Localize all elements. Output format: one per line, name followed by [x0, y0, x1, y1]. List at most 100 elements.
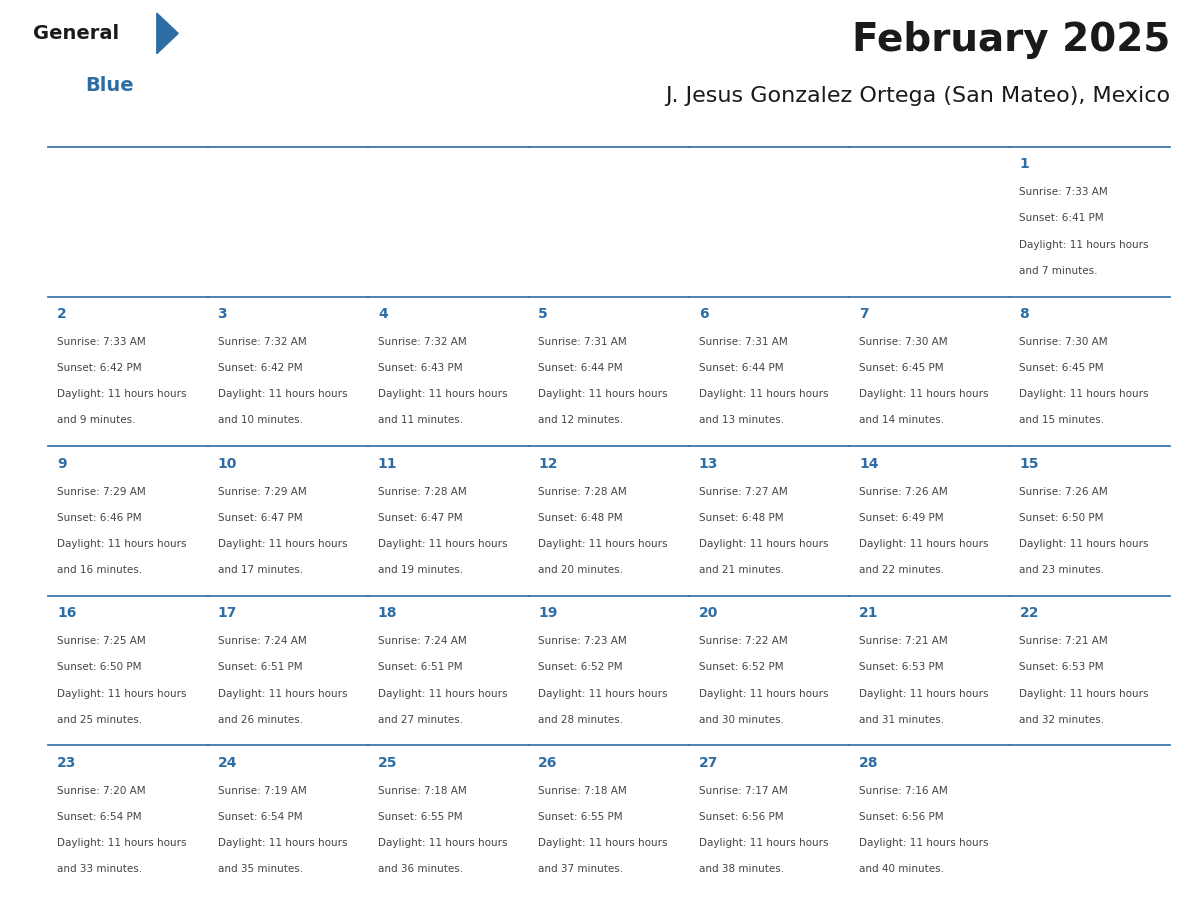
Text: and 26 minutes.: and 26 minutes. [217, 715, 303, 724]
Text: Daylight: 11 hours hours: Daylight: 11 hours hours [57, 389, 187, 399]
Text: Tuesday: Tuesday [379, 113, 449, 128]
Text: Daylight: 11 hours hours: Daylight: 11 hours hours [859, 838, 988, 848]
Text: Friday: Friday [860, 113, 914, 128]
Text: Wednesday: Wednesday [539, 113, 638, 128]
Text: 12: 12 [538, 456, 558, 471]
Text: Sunset: 6:48 PM: Sunset: 6:48 PM [538, 513, 623, 522]
Text: Daylight: 11 hours hours: Daylight: 11 hours hours [57, 838, 187, 848]
Text: 6: 6 [699, 307, 708, 321]
Text: Sunrise: 7:24 AM: Sunrise: 7:24 AM [217, 636, 307, 646]
Text: Sunset: 6:45 PM: Sunset: 6:45 PM [1019, 364, 1104, 373]
Text: Sunset: 6:52 PM: Sunset: 6:52 PM [699, 663, 783, 672]
Text: Sunrise: 7:20 AM: Sunrise: 7:20 AM [57, 786, 146, 796]
Text: Sunset: 6:54 PM: Sunset: 6:54 PM [57, 812, 141, 822]
Text: 17: 17 [217, 606, 236, 621]
Text: and 27 minutes.: and 27 minutes. [378, 715, 463, 724]
Text: Sunrise: 7:29 AM: Sunrise: 7:29 AM [57, 487, 146, 497]
Text: Sunset: 6:56 PM: Sunset: 6:56 PM [859, 812, 943, 822]
Text: and 36 minutes.: and 36 minutes. [378, 865, 463, 874]
Text: and 25 minutes.: and 25 minutes. [57, 715, 143, 724]
Text: Sunrise: 7:30 AM: Sunrise: 7:30 AM [859, 337, 948, 347]
Text: Daylight: 11 hours hours: Daylight: 11 hours hours [378, 688, 507, 699]
Text: Daylight: 11 hours hours: Daylight: 11 hours hours [217, 389, 347, 399]
Text: Sunrise: 7:26 AM: Sunrise: 7:26 AM [859, 487, 948, 497]
Text: 21: 21 [859, 606, 879, 621]
Text: Sunset: 6:48 PM: Sunset: 6:48 PM [699, 513, 783, 522]
Text: Sunset: 6:50 PM: Sunset: 6:50 PM [1019, 513, 1104, 522]
Text: Sunset: 6:44 PM: Sunset: 6:44 PM [699, 364, 783, 373]
Text: Daylight: 11 hours hours: Daylight: 11 hours hours [699, 688, 828, 699]
Text: Sunset: 6:52 PM: Sunset: 6:52 PM [538, 663, 623, 672]
Text: Sunrise: 7:28 AM: Sunrise: 7:28 AM [378, 487, 467, 497]
Text: Sunrise: 7:29 AM: Sunrise: 7:29 AM [217, 487, 307, 497]
Text: 3: 3 [217, 307, 227, 321]
Text: Sunrise: 7:19 AM: Sunrise: 7:19 AM [217, 786, 307, 796]
Text: Daylight: 11 hours hours: Daylight: 11 hours hours [57, 688, 187, 699]
Text: and 21 minutes.: and 21 minutes. [699, 565, 784, 575]
Text: Sunrise: 7:30 AM: Sunrise: 7:30 AM [1019, 337, 1108, 347]
Text: Daylight: 11 hours hours: Daylight: 11 hours hours [217, 539, 347, 549]
Text: and 40 minutes.: and 40 minutes. [859, 865, 944, 874]
Text: Sunset: 6:51 PM: Sunset: 6:51 PM [378, 663, 462, 672]
Text: Daylight: 11 hours hours: Daylight: 11 hours hours [1019, 688, 1149, 699]
Text: 28: 28 [859, 756, 879, 770]
Text: and 35 minutes.: and 35 minutes. [217, 865, 303, 874]
Text: Sunset: 6:50 PM: Sunset: 6:50 PM [57, 663, 141, 672]
Text: 15: 15 [1019, 456, 1040, 471]
Text: 26: 26 [538, 756, 557, 770]
Text: Daylight: 11 hours hours: Daylight: 11 hours hours [538, 389, 668, 399]
Text: and 23 minutes.: and 23 minutes. [1019, 565, 1105, 575]
Text: Sunset: 6:42 PM: Sunset: 6:42 PM [217, 364, 302, 373]
Text: Sunrise: 7:17 AM: Sunrise: 7:17 AM [699, 786, 788, 796]
Text: Sunset: 6:46 PM: Sunset: 6:46 PM [57, 513, 141, 522]
Text: Sunrise: 7:23 AM: Sunrise: 7:23 AM [538, 636, 627, 646]
Text: Sunset: 6:43 PM: Sunset: 6:43 PM [378, 364, 462, 373]
Text: Saturday: Saturday [1020, 113, 1099, 128]
Text: Sunrise: 7:33 AM: Sunrise: 7:33 AM [1019, 187, 1108, 197]
Text: Sunset: 6:53 PM: Sunset: 6:53 PM [859, 663, 943, 672]
Text: Sunrise: 7:32 AM: Sunrise: 7:32 AM [217, 337, 307, 347]
Text: Sunrise: 7:28 AM: Sunrise: 7:28 AM [538, 487, 627, 497]
Text: and 15 minutes.: and 15 minutes. [1019, 416, 1105, 425]
Text: Sunrise: 7:21 AM: Sunrise: 7:21 AM [859, 636, 948, 646]
Text: and 17 minutes.: and 17 minutes. [217, 565, 303, 575]
Text: 27: 27 [699, 756, 718, 770]
Text: and 11 minutes.: and 11 minutes. [378, 416, 463, 425]
Text: 18: 18 [378, 606, 398, 621]
Text: 10: 10 [217, 456, 236, 471]
Text: Sunset: 6:53 PM: Sunset: 6:53 PM [1019, 663, 1104, 672]
Text: Sunset: 6:47 PM: Sunset: 6:47 PM [378, 513, 462, 522]
Text: Daylight: 11 hours hours: Daylight: 11 hours hours [699, 389, 828, 399]
Text: and 9 minutes.: and 9 minutes. [57, 416, 135, 425]
Text: Blue: Blue [86, 76, 134, 95]
Text: Daylight: 11 hours hours: Daylight: 11 hours hours [378, 838, 507, 848]
Text: Daylight: 11 hours hours: Daylight: 11 hours hours [1019, 389, 1149, 399]
Text: 25: 25 [378, 756, 398, 770]
Text: Sunrise: 7:32 AM: Sunrise: 7:32 AM [378, 337, 467, 347]
Text: Daylight: 11 hours hours: Daylight: 11 hours hours [859, 389, 988, 399]
Text: and 31 minutes.: and 31 minutes. [859, 715, 944, 724]
Text: 16: 16 [57, 606, 76, 621]
Text: Sunrise: 7:22 AM: Sunrise: 7:22 AM [699, 636, 788, 646]
Text: Sunset: 6:56 PM: Sunset: 6:56 PM [699, 812, 783, 822]
Text: General: General [33, 24, 119, 43]
Text: Sunrise: 7:16 AM: Sunrise: 7:16 AM [859, 786, 948, 796]
Text: and 32 minutes.: and 32 minutes. [1019, 715, 1105, 724]
Text: 23: 23 [57, 756, 76, 770]
Text: Daylight: 11 hours hours: Daylight: 11 hours hours [859, 688, 988, 699]
Text: and 33 minutes.: and 33 minutes. [57, 865, 143, 874]
Text: 4: 4 [378, 307, 387, 321]
Text: Sunrise: 7:25 AM: Sunrise: 7:25 AM [57, 636, 146, 646]
Text: and 7 minutes.: and 7 minutes. [1019, 266, 1098, 275]
Text: Sunset: 6:44 PM: Sunset: 6:44 PM [538, 364, 623, 373]
Polygon shape [157, 13, 178, 53]
Text: 19: 19 [538, 606, 557, 621]
Text: 24: 24 [217, 756, 238, 770]
Text: Daylight: 11 hours hours: Daylight: 11 hours hours [1019, 240, 1149, 250]
Text: 5: 5 [538, 307, 548, 321]
Text: 11: 11 [378, 456, 398, 471]
Text: Sunset: 6:47 PM: Sunset: 6:47 PM [217, 513, 302, 522]
Text: Sunrise: 7:18 AM: Sunrise: 7:18 AM [378, 786, 467, 796]
Text: Sunrise: 7:21 AM: Sunrise: 7:21 AM [1019, 636, 1108, 646]
Text: Sunset: 6:55 PM: Sunset: 6:55 PM [538, 812, 623, 822]
